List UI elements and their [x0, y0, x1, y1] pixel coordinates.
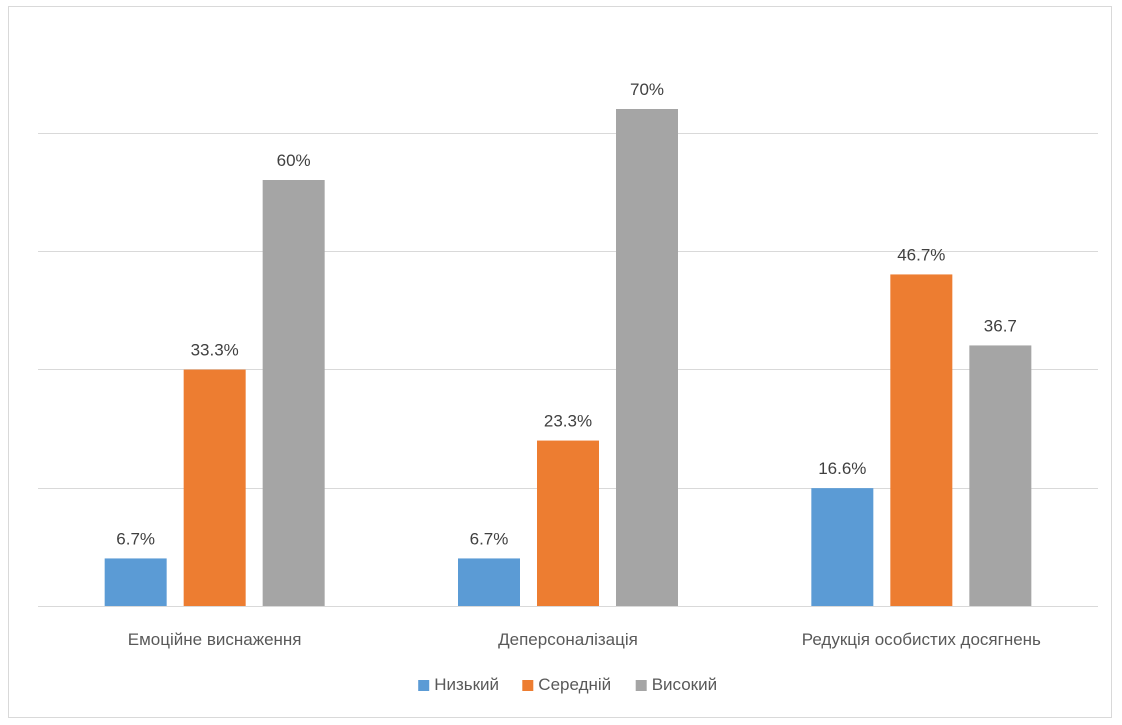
legend-label-1: Низький	[434, 675, 499, 694]
data-label-3-1: 16.6%	[818, 459, 866, 478]
category-label-2: Деперсоналізація	[498, 630, 638, 649]
data-label-1-1: 6.7%	[116, 529, 155, 548]
bar-3-3	[969, 345, 1032, 606]
legend-swatch-2	[522, 680, 534, 691]
legend-swatch-1	[418, 680, 430, 691]
data-label-2-2: 23.3%	[544, 412, 592, 431]
bar-2-3	[616, 109, 678, 606]
data-label-2-3: 70%	[630, 80, 664, 99]
legend-label-2: Середній	[538, 675, 611, 694]
bar-1-1	[104, 558, 167, 606]
category-label-1: Емоційне виснаження	[128, 630, 302, 649]
bar-1-2	[183, 369, 246, 606]
bar-3-2	[890, 274, 953, 606]
bar-3-1	[811, 488, 874, 606]
bar-2-2	[537, 440, 599, 606]
category-label-3: Редукція особистих досягнень	[802, 630, 1041, 649]
bar-1-3	[262, 180, 325, 606]
data-label-2-1: 6.7%	[470, 529, 509, 548]
data-label-1-3: 60%	[277, 151, 311, 170]
legend-swatch-3	[635, 680, 647, 691]
data-label-1-2: 33.3%	[191, 341, 239, 360]
data-label-3-2: 46.7%	[897, 245, 945, 264]
data-label-3-3: 36.7	[984, 316, 1017, 335]
bar-2-1	[458, 558, 520, 606]
legend-label-3: Високий	[652, 675, 717, 694]
